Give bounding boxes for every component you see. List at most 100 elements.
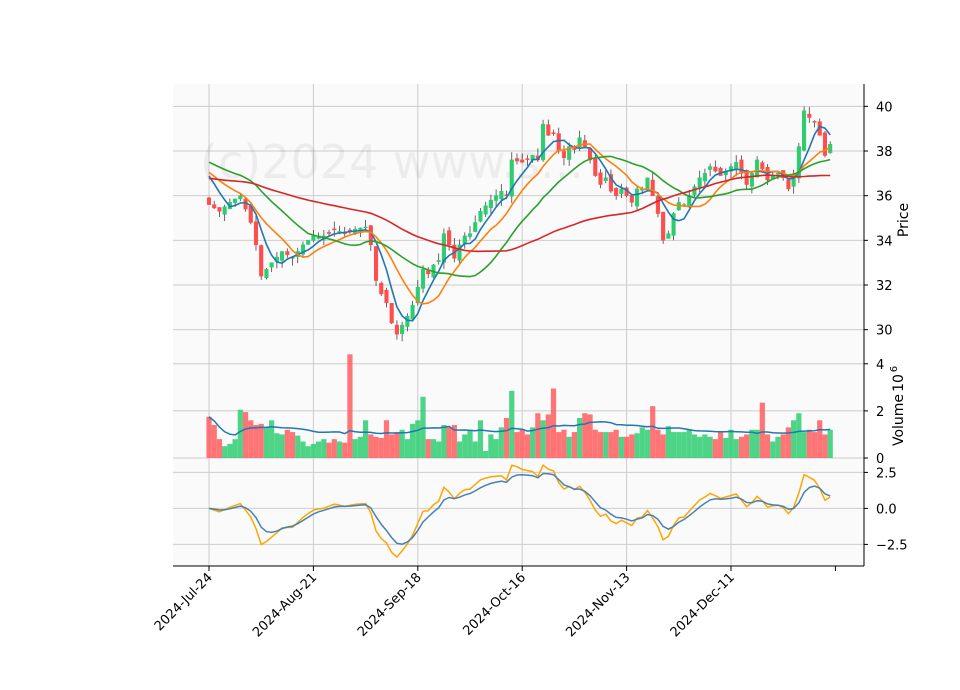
volume-bar bbox=[274, 433, 280, 458]
candle-body bbox=[447, 230, 452, 246]
volume-bar bbox=[342, 442, 348, 458]
candle-body bbox=[572, 148, 577, 150]
candle-body bbox=[436, 260, 441, 262]
x-tick-label: 2024-Nov-13 bbox=[563, 570, 633, 640]
volume-bar bbox=[347, 354, 353, 458]
volume-bar bbox=[811, 432, 818, 458]
volume-bar bbox=[764, 434, 771, 458]
candle-body bbox=[775, 173, 781, 175]
volume-bar bbox=[284, 429, 290, 458]
volume-bar bbox=[321, 439, 327, 458]
volume-bar bbox=[430, 439, 437, 458]
volume-bar bbox=[493, 439, 499, 458]
volume-bar bbox=[295, 435, 301, 458]
candle-body bbox=[593, 157, 598, 176]
candle-body bbox=[807, 113, 812, 118]
candle-body bbox=[619, 188, 624, 194]
candle-body bbox=[410, 304, 415, 320]
candle-body bbox=[822, 132, 828, 156]
macd-tick-label: 0.0 bbox=[876, 502, 897, 517]
volume-bar bbox=[571, 432, 577, 458]
volume-bar bbox=[634, 433, 640, 458]
volume-bar bbox=[550, 388, 557, 458]
volume-bar bbox=[336, 441, 343, 458]
candle-body bbox=[311, 235, 316, 241]
volume-bar bbox=[352, 439, 358, 458]
candle-body bbox=[269, 262, 274, 268]
candle-body bbox=[760, 162, 765, 170]
panel-backgrounds bbox=[173, 84, 864, 566]
candle-body bbox=[415, 286, 420, 304]
volume-bar bbox=[707, 436, 713, 458]
candle-body bbox=[786, 179, 791, 190]
volume-bar bbox=[535, 413, 541, 458]
x-tick-label: 2024-Jul-24 bbox=[152, 570, 216, 634]
candle-body bbox=[384, 289, 389, 304]
volume-bar bbox=[785, 427, 792, 458]
volume-bar bbox=[305, 446, 311, 458]
volume-bar bbox=[211, 425, 217, 458]
candle-body bbox=[749, 173, 754, 187]
macd-tick-label: −2.5 bbox=[876, 538, 908, 553]
volume-bar bbox=[425, 439, 431, 458]
volume-bar bbox=[289, 432, 296, 458]
volume-bar bbox=[451, 425, 457, 458]
macd-line bbox=[208, 472, 831, 545]
volume-tick-label: 0 bbox=[876, 452, 884, 467]
candle-body bbox=[812, 120, 817, 123]
volume-bar bbox=[556, 432, 562, 458]
candle-body bbox=[509, 159, 514, 197]
candle-body bbox=[259, 245, 264, 277]
volume-bar bbox=[300, 441, 306, 458]
volume-bar bbox=[441, 425, 447, 458]
volume-bar bbox=[540, 420, 546, 458]
candle-body bbox=[379, 282, 384, 295]
volume-bar bbox=[524, 434, 531, 458]
candle-body bbox=[645, 177, 650, 191]
volume-bar bbox=[686, 429, 692, 458]
volume-bar bbox=[587, 414, 593, 458]
ma-line-10 bbox=[208, 143, 831, 305]
volume-bar bbox=[775, 436, 781, 458]
candle-body bbox=[478, 211, 483, 222]
candle-body bbox=[666, 233, 671, 239]
candle-body bbox=[734, 161, 739, 170]
candle-body bbox=[655, 196, 660, 214]
volume-bar bbox=[436, 441, 442, 458]
volume-tick-label: 2 bbox=[876, 405, 884, 420]
candle-body bbox=[441, 233, 446, 263]
watermark-text: (c)2024 www.s... bbox=[200, 135, 584, 189]
price-tick-label: 30 bbox=[876, 324, 893, 339]
candle-body bbox=[405, 316, 410, 327]
price-tick-label: 34 bbox=[876, 234, 893, 249]
candle-body bbox=[598, 172, 603, 185]
volume-ma-line bbox=[208, 416, 831, 436]
volume-bar bbox=[242, 412, 249, 458]
volume-bar bbox=[530, 427, 536, 458]
volume-bar bbox=[316, 441, 322, 458]
volume-bar bbox=[237, 409, 243, 458]
candle-body bbox=[358, 227, 363, 231]
volume-bar bbox=[561, 429, 567, 458]
candle-body bbox=[389, 303, 394, 324]
candle-body bbox=[577, 137, 582, 148]
volume-bar bbox=[216, 439, 223, 458]
volume-axis-label: Volume bbox=[891, 394, 907, 446]
candle-body bbox=[561, 151, 567, 158]
volume-bar bbox=[472, 441, 478, 458]
candle-body bbox=[629, 194, 634, 203]
volume-bar bbox=[232, 439, 238, 458]
candle-body bbox=[327, 232, 332, 234]
candle-body bbox=[494, 195, 499, 201]
volume-bar bbox=[644, 429, 651, 458]
volume-bar bbox=[368, 434, 374, 458]
candle-body bbox=[222, 206, 227, 215]
volume-bar bbox=[827, 429, 833, 458]
candle-body bbox=[285, 251, 290, 256]
candle-body bbox=[306, 240, 311, 245]
candle-body bbox=[300, 244, 306, 255]
volume-bar bbox=[389, 434, 395, 458]
candle-body bbox=[233, 198, 238, 204]
volume-exponent-power: 6 bbox=[889, 366, 900, 372]
candle-body bbox=[708, 166, 713, 170]
